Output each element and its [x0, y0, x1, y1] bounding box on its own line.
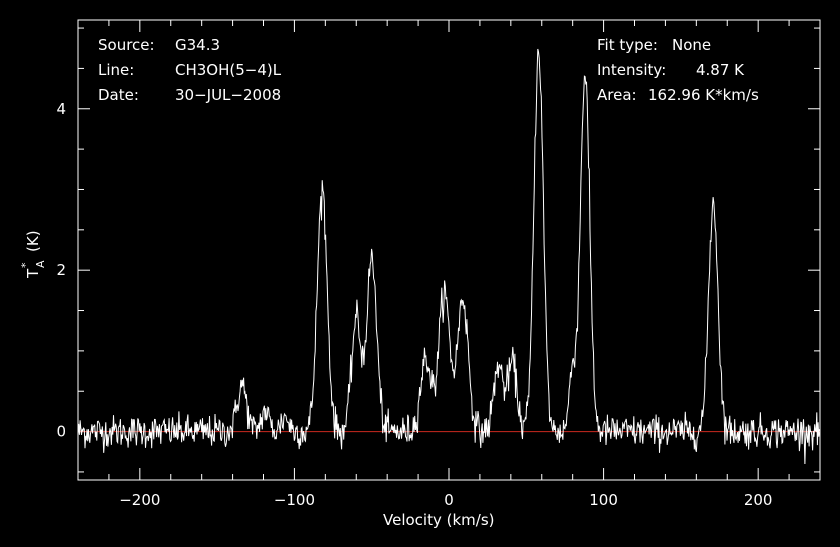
- info-right-key: Area:: [597, 86, 637, 104]
- x-tick-label: 200: [744, 491, 773, 509]
- y-axis-label: T * A (K): [19, 230, 47, 279]
- info-right-value: None: [672, 36, 711, 54]
- y-tick-label: 0: [56, 423, 66, 441]
- y-tick-label: 4: [56, 100, 66, 118]
- y-axis-label-unit: (K): [24, 230, 42, 252]
- info-left-key: Date:: [98, 86, 139, 104]
- x-axis-label: Velocity (km/s): [383, 511, 494, 529]
- axis-ticks: [77, 20, 821, 480]
- info-right-value: 162.96 K*km/s: [648, 86, 759, 104]
- x-tick-label: −200: [119, 491, 160, 509]
- info-right-key: Fit type:: [597, 36, 658, 54]
- info-block-left: Source: G34.3 Line: CH3OH(5−4)L Date: 30−JUL−…: [98, 36, 282, 104]
- info-left-key: Source:: [98, 36, 155, 54]
- info-left-value: G34.3: [175, 36, 220, 54]
- y-axis-label-star: *: [19, 262, 32, 268]
- axis-tick-labels: −200 −100 0 100 200 0 2 4: [56, 100, 772, 509]
- info-right-value: 4.87 K: [696, 61, 745, 79]
- x-tick-label: 0: [444, 491, 454, 509]
- info-block-right: Fit type: None Intensity: 4.87 K Area: 162.96…: [597, 36, 759, 104]
- y-axis-label-symbol: T: [24, 268, 42, 279]
- x-tick-label: 100: [589, 491, 618, 509]
- info-left-key: Line:: [98, 61, 134, 79]
- x-tick-label: −100: [274, 491, 315, 509]
- spectrum-line: [77, 48, 820, 465]
- info-left-value: CH3OH(5−4)L: [175, 61, 282, 79]
- info-right-key: Intensity:: [597, 61, 666, 79]
- y-tick-label: 2: [56, 261, 66, 279]
- info-left-value: 30−JUL−2008: [175, 86, 281, 104]
- y-axis-label-subscript: A: [34, 260, 47, 268]
